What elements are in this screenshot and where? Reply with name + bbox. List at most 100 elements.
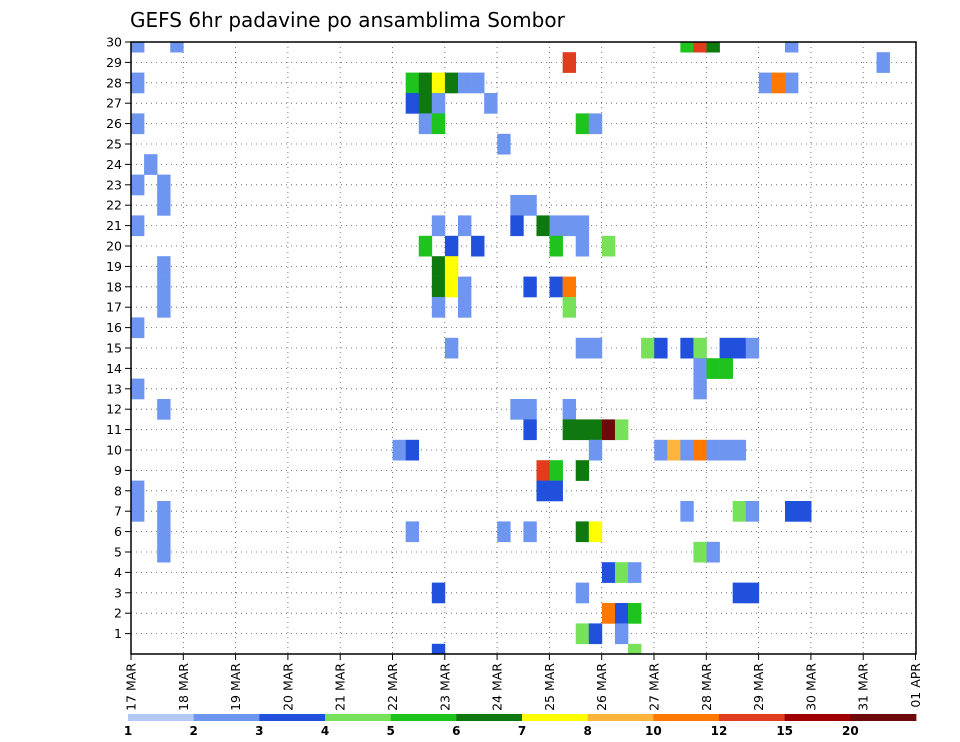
- x-tick-label: 20 MAR: [280, 663, 295, 711]
- precip-cell: [562, 276, 577, 298]
- precip-cell: [131, 501, 145, 522]
- precip-cell: [157, 521, 171, 543]
- precip-cell: [706, 439, 720, 461]
- legend-label: 4: [321, 724, 329, 738]
- precip-cell: [771, 72, 786, 94]
- y-tick-label: 6: [114, 524, 122, 539]
- y-tick-label: 18: [106, 279, 122, 294]
- x-tick-label: 24 MAR: [490, 663, 505, 711]
- precip-cell: [392, 439, 406, 461]
- precip-cell: [719, 337, 733, 359]
- precip-cell: [157, 174, 171, 196]
- y-tick-label: 9: [114, 463, 122, 478]
- precip-cell: [641, 337, 655, 359]
- legend-label: 2: [189, 724, 197, 738]
- precip-cell: [667, 439, 681, 461]
- y-tick-label: 8: [114, 483, 122, 498]
- x-tick-label: 01 APR: [908, 663, 923, 708]
- precip-cell: [510, 195, 524, 216]
- precip-cell: [170, 42, 184, 53]
- x-tick-label: 30 MAR: [803, 663, 818, 711]
- precip-cell: [131, 72, 145, 94]
- y-tick-label: 22: [106, 198, 122, 213]
- precip-cell: [654, 337, 668, 359]
- precip-cell: [431, 113, 446, 135]
- precip-cell: [431, 582, 446, 604]
- precip-cell: [523, 195, 537, 216]
- precip-cell: [444, 337, 459, 359]
- precip-cell: [562, 399, 577, 420]
- precip-cell: [693, 378, 707, 400]
- legend-swatch: [850, 714, 917, 721]
- precip-cell: [549, 235, 563, 257]
- precip-cell: [131, 174, 145, 196]
- precip-cell: [431, 215, 446, 237]
- y-tick-label: 25: [106, 137, 122, 152]
- precip-cell: [131, 378, 145, 400]
- precip-cell: [745, 501, 760, 522]
- precip-cell: [497, 133, 511, 155]
- precip-cell: [628, 562, 642, 583]
- x-tick-label: 31 MAR: [856, 663, 871, 711]
- precip-cell: [680, 42, 694, 53]
- precip-cell: [484, 93, 498, 114]
- precip-cell: [614, 419, 629, 441]
- precip-cell: [575, 337, 590, 359]
- legend-label: 6: [452, 724, 460, 738]
- precip-cell: [562, 52, 577, 73]
- precip-cell: [588, 337, 603, 359]
- y-tick-label: 29: [106, 55, 122, 70]
- precip-cell: [732, 337, 747, 359]
- legend-swatch: [456, 714, 523, 721]
- x-tick-label: 27 MAR: [647, 663, 662, 711]
- x-tick-label: 28 MAR: [699, 663, 714, 711]
- precip-cell: [405, 521, 420, 543]
- precip-cell: [693, 337, 707, 359]
- precip-cell: [418, 93, 433, 114]
- precip-cell: [510, 399, 524, 420]
- y-tick-label: 1: [114, 626, 122, 641]
- legend-swatch: [719, 714, 786, 721]
- precip-cell: [745, 582, 760, 604]
- legend-swatch: [193, 714, 260, 721]
- x-tick-label: 19 MAR: [228, 663, 243, 711]
- precip-cell: [431, 297, 446, 318]
- precip-cell: [458, 297, 472, 318]
- y-tick-label: 20: [106, 239, 122, 254]
- x-tick-label: 18 MAR: [176, 663, 191, 711]
- x-tick-label: 25 MAR: [542, 663, 557, 711]
- precip-cell: [680, 501, 694, 522]
- precip-cell: [523, 419, 537, 441]
- precip-cell: [131, 480, 145, 502]
- y-tick-label: 11: [106, 422, 122, 437]
- precip-cell: [601, 603, 616, 624]
- precip-cell: [431, 276, 446, 298]
- y-tick-label: 19: [106, 259, 122, 274]
- y-tick-label: 30: [106, 35, 122, 50]
- x-tick-label: 21 MAR: [333, 663, 348, 711]
- precip-cell: [157, 256, 171, 277]
- precip-cell: [549, 215, 563, 237]
- legend-swatch: [784, 714, 851, 721]
- y-tick-label: 5: [114, 545, 122, 560]
- precip-cell: [601, 235, 616, 257]
- precip-cell: [680, 439, 694, 461]
- precip-cell: [536, 480, 550, 502]
- precip-cell: [458, 215, 472, 237]
- precip-cell: [575, 215, 590, 237]
- precip-cell: [549, 276, 563, 298]
- precip-cell: [732, 501, 747, 522]
- y-tick-label: 27: [106, 96, 122, 111]
- precip-cell: [706, 42, 720, 53]
- precip-cell: [785, 72, 799, 94]
- y-tick-label: 7: [114, 504, 122, 519]
- precip-cell: [628, 643, 642, 655]
- precip-cell: [157, 276, 171, 298]
- precip-cell: [575, 113, 590, 135]
- x-tick-label: 17 MAR: [124, 663, 139, 711]
- y-tick-label: 16: [106, 320, 122, 335]
- precip-cell: [131, 42, 145, 53]
- precip-cell: [693, 541, 707, 563]
- precip-cell: [431, 643, 446, 655]
